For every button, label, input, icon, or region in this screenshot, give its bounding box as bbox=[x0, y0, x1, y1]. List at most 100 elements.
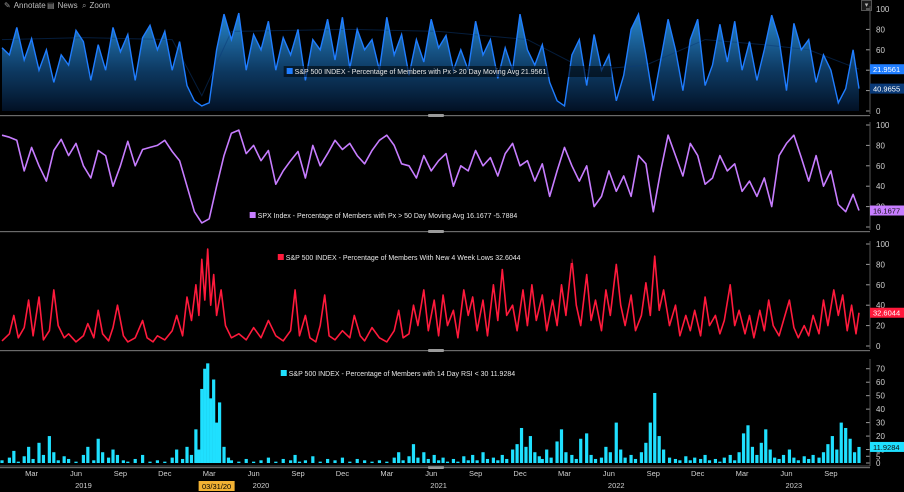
bar bbox=[215, 422, 219, 463]
bar bbox=[370, 461, 374, 463]
bar bbox=[422, 452, 426, 463]
bar bbox=[619, 449, 623, 463]
x-month-label: Sep bbox=[824, 469, 837, 478]
x-month-label: Jun bbox=[425, 469, 437, 478]
bar bbox=[126, 461, 130, 463]
bar bbox=[456, 461, 460, 463]
zoom-button[interactable]: ⌕ Zoom bbox=[82, 0, 110, 12]
bar bbox=[363, 460, 367, 463]
x-month-label: Dec bbox=[691, 469, 705, 478]
bar bbox=[416, 457, 420, 463]
bar bbox=[96, 438, 100, 463]
last-value-label: 40.9655 bbox=[873, 85, 900, 94]
bar bbox=[684, 456, 688, 463]
y-tick-label: 0 bbox=[876, 459, 881, 468]
bar bbox=[471, 454, 475, 463]
bar bbox=[348, 461, 352, 463]
x-year-label: 2021 bbox=[430, 481, 447, 490]
bar bbox=[835, 449, 839, 463]
bar bbox=[746, 425, 750, 463]
bar bbox=[545, 449, 549, 463]
bar bbox=[781, 454, 786, 463]
x-cursor-badge bbox=[198, 481, 235, 491]
bar bbox=[52, 452, 56, 463]
y-tick-label: 0 bbox=[876, 223, 881, 232]
bar bbox=[570, 454, 574, 463]
bar bbox=[266, 457, 271, 463]
last-value-label: 32.6044 bbox=[873, 309, 900, 318]
news-button[interactable]: ▤ News bbox=[47, 0, 78, 12]
last-value-badge bbox=[870, 83, 904, 94]
bar bbox=[67, 458, 71, 463]
bar bbox=[574, 458, 578, 463]
y-tick-label: 70 bbox=[876, 365, 885, 374]
x-month-label: Dec bbox=[513, 469, 527, 478]
bar bbox=[614, 422, 618, 463]
bar bbox=[519, 427, 524, 463]
bar bbox=[115, 454, 120, 463]
bar bbox=[648, 422, 652, 463]
last-value-badge bbox=[870, 441, 904, 452]
x-month-label: Jun bbox=[603, 469, 615, 478]
last-value-badge bbox=[870, 307, 904, 318]
bar bbox=[385, 461, 389, 463]
bar bbox=[639, 452, 644, 463]
bar bbox=[397, 452, 401, 463]
legend-label: S&P 500 INDEX - Percentage of Members wi… bbox=[295, 69, 547, 76]
x-month-label: Jun bbox=[780, 469, 792, 478]
legend-label: S&P 500 INDEX - Percentage of Members Wi… bbox=[286, 255, 521, 262]
bar bbox=[47, 436, 51, 463]
bar bbox=[633, 458, 638, 463]
x-month-label: Jun bbox=[70, 469, 82, 478]
bar bbox=[787, 449, 792, 463]
bar bbox=[515, 444, 519, 463]
y-tick-label: 40 bbox=[876, 182, 885, 191]
x-month-label: Dec bbox=[158, 469, 172, 478]
bar bbox=[121, 460, 125, 463]
y-tick-label: 5 bbox=[876, 452, 881, 461]
legend-box bbox=[283, 66, 612, 77]
legend-box bbox=[277, 368, 576, 379]
bar bbox=[559, 429, 564, 463]
bar bbox=[511, 449, 515, 463]
panel-options-icon[interactable]: ▾ bbox=[861, 0, 872, 11]
bar bbox=[533, 452, 537, 463]
series-line bbox=[1, 129, 860, 224]
bar bbox=[599, 457, 604, 463]
x-month-label: Mar bbox=[380, 469, 393, 478]
bar bbox=[281, 458, 285, 463]
last-value-label: 16.1677 bbox=[873, 207, 900, 216]
bar bbox=[41, 454, 46, 463]
bar bbox=[74, 461, 78, 463]
bar bbox=[111, 449, 115, 463]
annotate-button[interactable]: ✎ Annotate bbox=[4, 0, 46, 12]
bar bbox=[189, 454, 194, 463]
bar bbox=[839, 422, 843, 463]
last-value-label: 11.9284 bbox=[873, 443, 900, 452]
bar bbox=[768, 449, 772, 463]
legend-box bbox=[246, 210, 597, 221]
bar bbox=[693, 457, 697, 463]
bar bbox=[604, 446, 608, 463]
bar bbox=[274, 461, 278, 463]
bar bbox=[163, 461, 167, 463]
bar bbox=[203, 368, 207, 463]
x-month-label: Mar bbox=[203, 469, 216, 478]
bar bbox=[662, 449, 666, 463]
x-month-label: Sep bbox=[469, 469, 482, 478]
bar bbox=[37, 442, 41, 463]
bar bbox=[728, 454, 732, 463]
bar bbox=[678, 460, 682, 463]
x-year-label: 2020 bbox=[253, 481, 270, 490]
bar bbox=[175, 449, 179, 463]
bar bbox=[180, 458, 185, 463]
bar bbox=[555, 441, 559, 463]
bar bbox=[564, 452, 568, 463]
bar bbox=[81, 454, 86, 463]
bar bbox=[585, 433, 589, 463]
bar bbox=[445, 461, 450, 463]
annotate-label: Annotate bbox=[13, 1, 46, 10]
bar bbox=[185, 446, 189, 463]
panel-resize-handle bbox=[428, 230, 444, 233]
